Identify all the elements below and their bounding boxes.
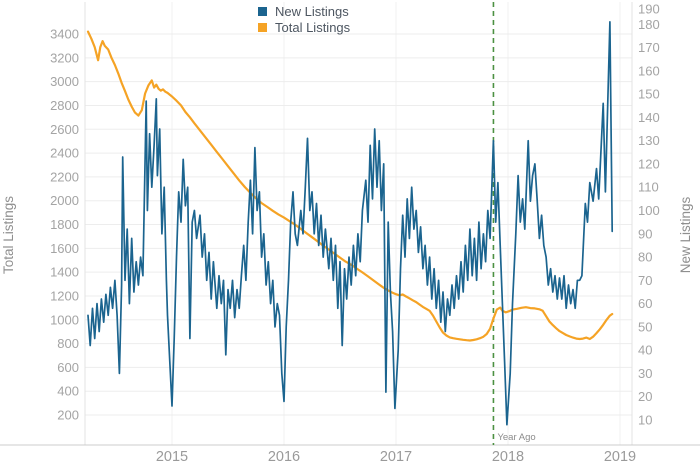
left-axis-tick-label: 1600 [50,241,79,256]
legend-label-total-listings: Total Listings [275,20,351,35]
x-axis-tick-label: 2017 [380,449,412,465]
left-axis-tick-label: 1000 [50,312,79,327]
right-axis-tick-label: 150 [638,87,660,102]
left-axis-tick-label: 800 [57,336,79,351]
right-axis-tick-label: 110 [638,180,659,195]
right-axis-tick-label: 30 [638,366,652,381]
left-axis-tick-label: 1200 [50,288,79,303]
legend-item-total-listings[interactable]: Total Listings [258,21,350,34]
right-axis-tick-label: 190 [638,2,660,17]
right-axis-title: New Listings [678,196,693,273]
right-axis-tick-label: 180 [638,17,660,32]
left-axis-tick-label: 3000 [50,74,79,89]
chart-legend: New Listings Total Listings [258,5,350,34]
left-axis-title: Total Listings [1,196,16,274]
left-axis-tick-label: 400 [57,384,79,399]
left-axis-tick-label: 3200 [50,50,79,65]
x-axis-tick-label: 2019 [604,449,636,465]
left-axis-tick-label: 1800 [50,217,79,232]
total-listings-swatch-icon [258,23,267,32]
right-axis-tick-label: 90 [638,226,652,241]
right-axis-tick-label: 70 [638,273,652,288]
left-axis-tick-label: 2800 [50,98,79,113]
right-axis-tick-label: 10 [638,413,652,428]
right-axis-tick-label: 20 [638,389,652,404]
left-axis-tick-label: 2200 [50,169,79,184]
left-axis-tick-label: 1400 [50,265,79,280]
right-axis-tick-label: 140 [638,110,660,125]
left-axis-tick-label: 3400 [50,27,79,42]
left-axis-tick-label: 200 [57,408,79,423]
right-axis-tick-label: 170 [638,40,660,55]
x-axis-tick-label: 2018 [492,449,524,465]
left-axis-tick-label: 2000 [50,193,79,208]
right-axis-tick-label: 40 [638,343,652,358]
right-axis-tick-label: 130 [638,133,660,148]
right-axis-tick-label: 80 [638,250,652,265]
right-axis-tick-label: 120 [638,156,660,171]
legend-item-new-listings[interactable]: New Listings [258,5,350,18]
year-ago-label: Year Ago [497,432,535,443]
right-axis-tick-label: 160 [638,63,660,78]
right-axis-tick-label: 50 [638,319,652,334]
legend-label-new-listings: New Listings [275,4,349,19]
left-axis-tick-label: 2400 [50,146,79,161]
left-axis-tick-label: 2600 [50,122,79,137]
right-axis-tick-label: 60 [638,296,652,311]
x-axis-tick-label: 2016 [268,449,300,465]
new-listings-swatch-icon [258,7,267,16]
x-axis-tick-label: 2015 [156,449,188,465]
total-listings-line [86,30,614,342]
new-listings-line [87,21,614,426]
left-axis-tick-label: 600 [57,360,79,375]
right-axis-tick-label: 100 [638,203,660,218]
